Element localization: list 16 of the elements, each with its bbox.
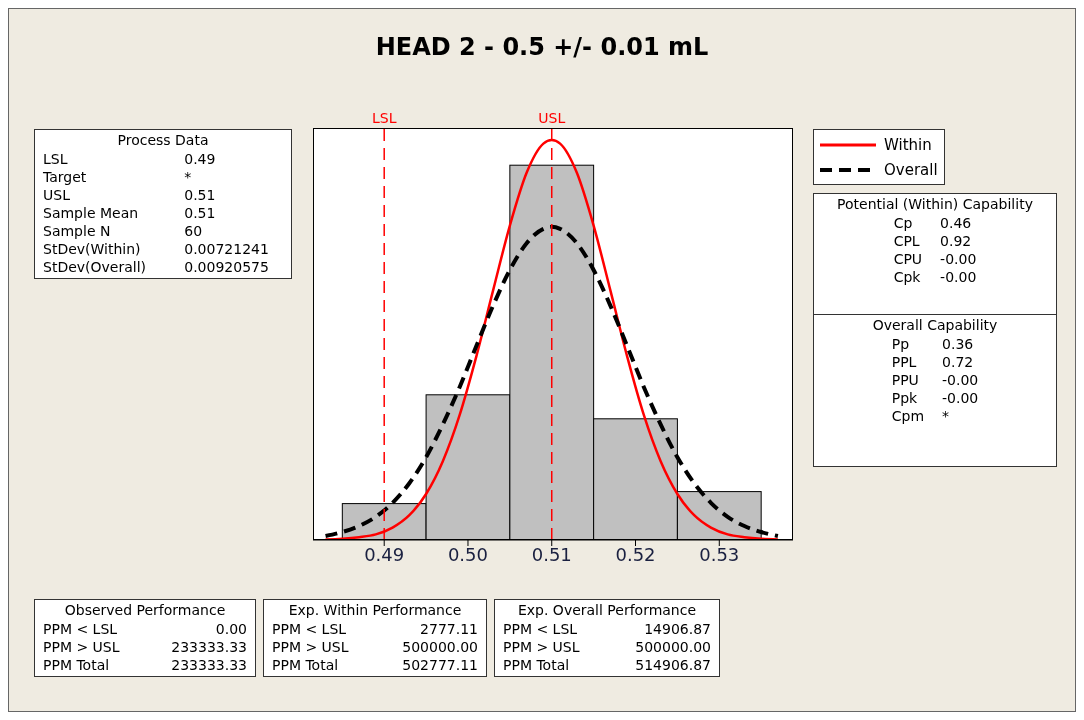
text: Observed Performance PPM < LSL 0.00 PPM > USL 233333.33 PPM Total 233333.33	[43, 602, 247, 673]
text: Exp. Within Performance PPM < LSL 2777.11 PPM > USL 500000.00 PPM Total 502777.11	[272, 602, 478, 673]
legend-label: Within	[884, 135, 932, 154]
text: Overall Capability Pp 0.36 PPL 0.72 PPU -0.00 Ppk -0.00 Cpm *	[872, 317, 998, 424]
text: Exp. Overall Performance PPM < LSL 14906.87 PPM > USL 500000.00 PPM Total 514906.87	[503, 602, 711, 673]
text: Potential (Within) Capability Cp 0.46 CPL 0.92 CPU -0.00 Cpk -0.00	[837, 196, 1033, 285]
chart-title: HEAD 2 - 0.5 +/- 0.01 mL	[374, 33, 710, 61]
x-tick-label: 0.53	[699, 543, 740, 565]
x-tick-label: 0.51	[531, 543, 572, 565]
ref-line-label: USL	[538, 110, 566, 126]
legend-label: Overall	[884, 160, 938, 179]
x-tick-label: 0.49	[364, 543, 405, 565]
ref-line-label: LSL	[371, 110, 397, 126]
text: Process Data LSL 0.49 Target * USL 0.51 Sample Mean 0.51 Sample N 60 StDev(Within) 0.00721241 StDev(Overall) 0.00920575	[43, 132, 269, 275]
x-tick-label: 0.50	[447, 543, 489, 565]
x-tick-label: 0.52	[615, 543, 656, 565]
